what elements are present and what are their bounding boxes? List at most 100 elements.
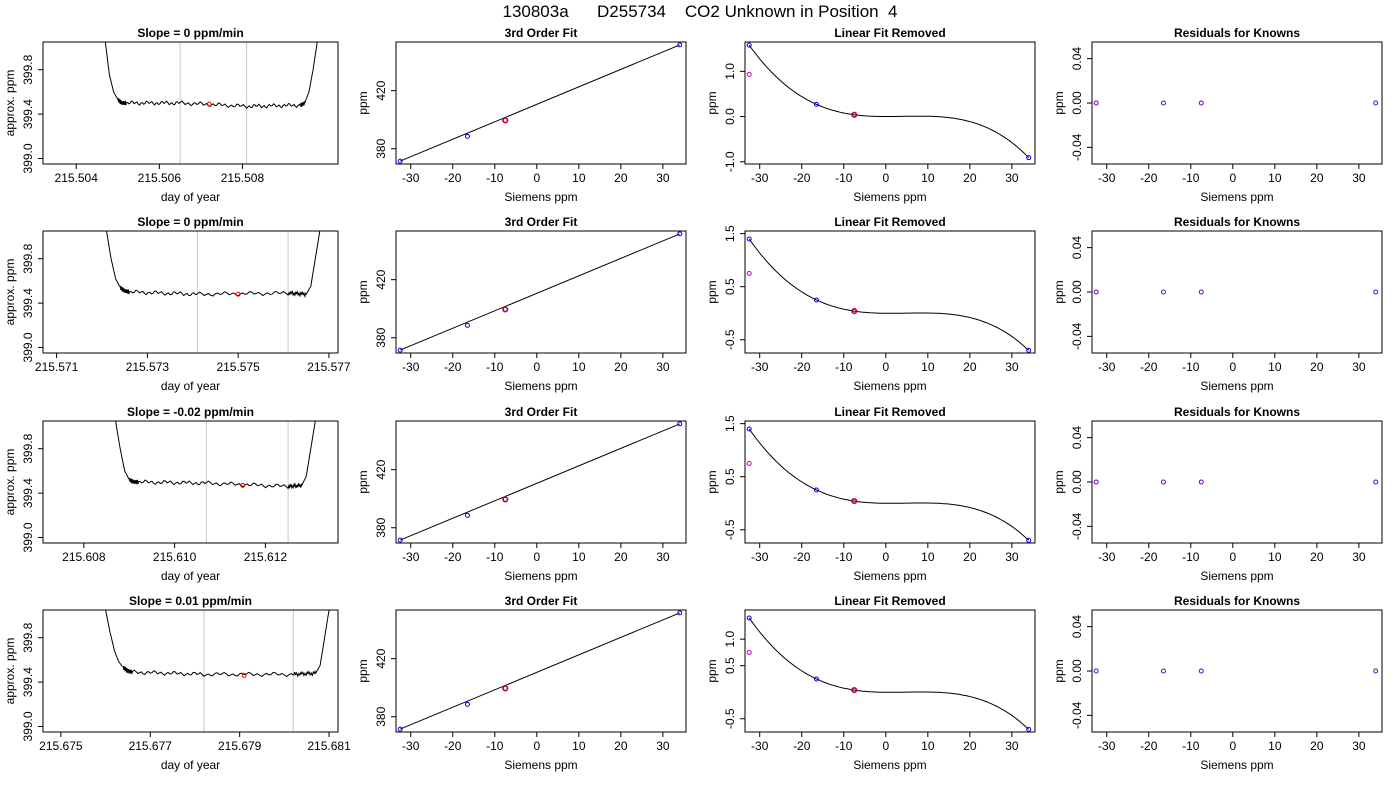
x-tick-label: 30	[656, 550, 670, 564]
x-tick-label: 0	[1229, 360, 1236, 374]
unknown-point	[502, 496, 509, 503]
x-axis-label: Siemens ppm	[504, 379, 577, 393]
plot-area	[115, 421, 316, 543]
open-point	[746, 72, 752, 78]
y-tick-label: 380	[374, 327, 388, 347]
plot-frame	[395, 41, 687, 165]
y-tick-label: 399.4	[21, 99, 35, 129]
data-point	[397, 347, 403, 353]
y-axis-label: ppm	[705, 659, 719, 682]
x-tick-label: 10	[1268, 171, 1282, 185]
plot-area	[1093, 479, 1379, 485]
panel-title: 3rd Order Fit	[505, 26, 578, 40]
plot-area	[1093, 100, 1379, 106]
y-axis-label: approx. ppm	[3, 449, 17, 516]
panel-title: Slope = 0.01 ppm/min	[129, 594, 252, 608]
y-tick-label: -0.5	[723, 329, 737, 350]
x-tick-label: 30	[1352, 739, 1366, 753]
data-point	[1093, 668, 1099, 674]
y-tick-label: 0.5	[723, 278, 737, 295]
panel-r1c2: 3rd Order Fit Siemens ppm ppm -30 -20 -10 0 10 2…	[356, 26, 687, 204]
x-axis-label: day of year	[161, 758, 220, 772]
x-tick-label: 30	[656, 739, 670, 753]
y-tick-label: 0.04	[1070, 236, 1084, 260]
x-tick-label: 20	[963, 739, 977, 753]
panel-r1c4: Residuals for Knowns Siemens ppm ppm -30 -20…	[1052, 26, 1383, 204]
x-tick-label: 10	[1268, 550, 1282, 564]
panel-title: Residuals for Knowns	[1174, 594, 1300, 608]
panel-title: Slope = -0.02 ppm/min	[127, 405, 254, 419]
y-axis-label: ppm	[1052, 659, 1066, 682]
y-tick-label: 0.04	[1070, 615, 1084, 639]
y-tick-label: -0.04	[1070, 512, 1084, 540]
data-point	[746, 42, 752, 48]
y-tick-label: 399.4	[21, 478, 35, 508]
y-axis-label: ppm	[705, 91, 719, 114]
panel-title: Residuals for Knowns	[1174, 26, 1300, 40]
x-tick-label: 215.677	[129, 739, 173, 753]
x-axis-label: Siemens ppm	[504, 569, 577, 583]
data-point	[746, 615, 752, 621]
data-point	[851, 308, 857, 314]
x-tick-label: 20	[963, 360, 977, 374]
y-tick-label: 0.04	[1070, 426, 1084, 450]
y-tick-label: 0.00	[1070, 91, 1084, 115]
data-point	[1026, 537, 1032, 543]
panel-r3c4: Residuals for Knowns Siemens ppm ppm -30 -20…	[1052, 405, 1383, 583]
x-tick-label: -20	[1140, 739, 1158, 753]
x-axis-label: Siemens ppm	[1200, 379, 1273, 393]
data-point	[397, 158, 403, 164]
x-tick-label: -30	[1098, 739, 1116, 753]
average-marker	[206, 101, 212, 107]
plot-area	[1093, 289, 1379, 295]
y-tick-label: 399.4	[21, 288, 35, 318]
x-tick-label: 10	[572, 171, 586, 185]
x-tick-label: 10	[921, 550, 935, 564]
y-tick-label: 399.8	[21, 54, 35, 84]
open-point	[746, 649, 752, 655]
x-axis-label: Siemens ppm	[1200, 190, 1273, 204]
x-tick-label: -30	[1098, 360, 1116, 374]
data-point	[502, 306, 508, 312]
x-tick-label: 30	[656, 360, 670, 374]
data-point	[1093, 479, 1099, 485]
panel-r2c3: Linear Fit Removed Siemens ppm ppm -30 -20 -1…	[705, 215, 1036, 393]
x-tick-label: 0	[882, 739, 889, 753]
y-tick-label: 1.5	[723, 415, 737, 432]
x-tick-label: 215.610	[153, 550, 197, 564]
data-point	[1373, 289, 1379, 295]
cubic-fit-curve	[748, 428, 1030, 541]
x-tick-label: -10	[835, 360, 853, 374]
x-tick-label: 30	[1005, 550, 1019, 564]
plot-frame	[42, 609, 339, 733]
x-tick-label: 215.681	[307, 739, 351, 753]
x-tick-label: 30	[1352, 550, 1366, 564]
x-tick-label: 0	[1229, 550, 1236, 564]
panel-title: Residuals for Knowns	[1174, 215, 1300, 229]
y-axis-label: approx. ppm	[3, 259, 17, 326]
unknown-point	[851, 497, 858, 505]
data-point	[464, 133, 470, 139]
open-point	[746, 460, 752, 466]
plot-area	[397, 421, 683, 543]
unknown-point	[502, 685, 509, 692]
data-point	[1026, 347, 1032, 353]
y-tick-label: 420	[374, 648, 388, 668]
x-tick-label: 0	[882, 171, 889, 185]
data-point	[677, 231, 683, 237]
x-tick-label: -10	[486, 171, 504, 185]
y-tick-label: 399.4	[21, 667, 35, 697]
data-point	[1160, 479, 1166, 485]
x-tick-label: -30	[751, 739, 769, 753]
plot-frame	[1091, 41, 1383, 165]
y-tick-label: -1.0	[723, 151, 737, 172]
x-tick-label: 30	[1352, 360, 1366, 374]
x-tick-label: -10	[835, 739, 853, 753]
data-point	[1160, 668, 1166, 674]
y-tick-label: 1.5	[723, 225, 737, 242]
y-axis-label: ppm	[356, 280, 370, 303]
y-axis-label: ppm	[1052, 280, 1066, 303]
y-axis-label: ppm	[356, 659, 370, 682]
y-tick-label: 399.0	[21, 143, 35, 173]
